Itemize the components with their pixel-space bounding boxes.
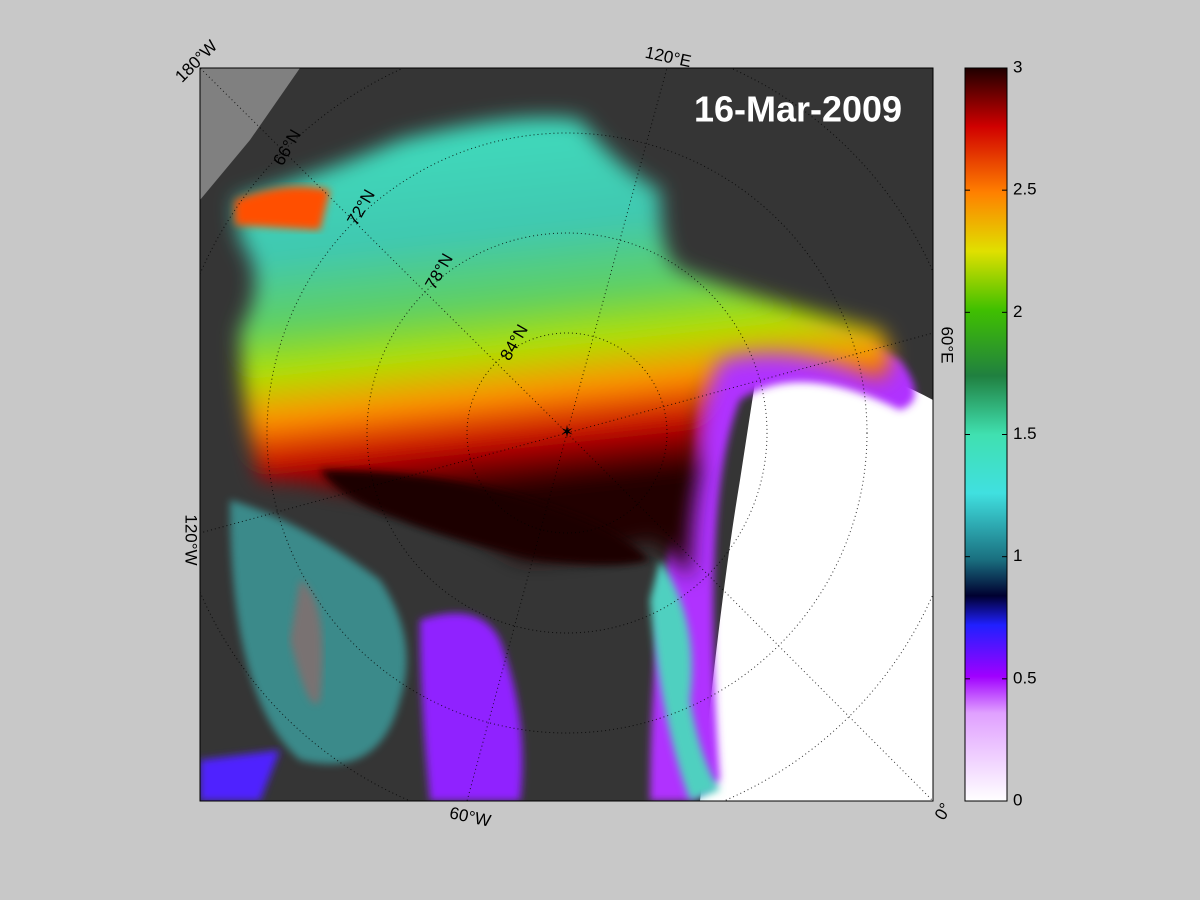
colorbar-tick-label: 1.5	[1013, 424, 1037, 443]
longitude-label: 0°	[931, 800, 956, 824]
coastal-ice	[650, 560, 720, 801]
thick-ice	[235, 186, 330, 230]
longitude-label: 120°W	[182, 514, 201, 565]
land-light	[200, 68, 300, 200]
graticule	[200, 68, 933, 801]
map-frame	[199, 67, 934, 802]
thick-ice	[320, 470, 650, 565]
thin-ice	[200, 750, 280, 801]
sea-ice	[235, 117, 890, 580]
colorbar	[964, 67, 1008, 802]
longitude-label: 60°W	[448, 803, 493, 830]
longitude-label: 120°E	[643, 43, 692, 71]
colorbar-tick-label: 0.5	[1013, 668, 1037, 687]
colorbar-tick-label: 2	[1013, 302, 1022, 321]
thin-ice	[650, 320, 915, 801]
longitude-label: 60°E	[938, 326, 957, 363]
pole-marker: ✶	[560, 422, 574, 441]
colorbar-tick-label: 2.5	[1013, 180, 1037, 199]
colorbar-tick-label: 1	[1013, 546, 1022, 565]
colorbar-tick-label: 0	[1013, 790, 1022, 809]
map-title: 16-Mar-2009	[694, 89, 902, 130]
colorbar-tick-label: 3	[1013, 57, 1022, 76]
thin-ice	[420, 613, 523, 801]
map: ✶ 66°N 72°N 78°N 84°N 16-Mar-2009	[200, 68, 933, 801]
channel-ice	[230, 500, 407, 764]
